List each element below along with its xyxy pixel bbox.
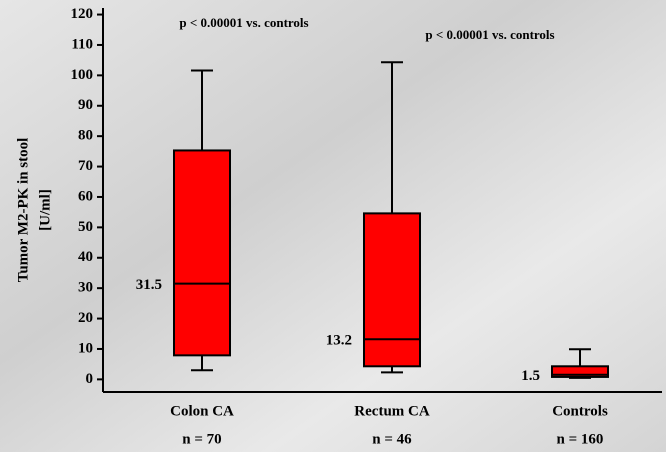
median-label: 31.5 — [136, 277, 162, 293]
x-tick-label: Rectum CA — [354, 403, 430, 419]
n-label: n = 46 — [372, 431, 412, 447]
y-tick-label: 50 — [78, 219, 93, 235]
y-axis-label: [U/ml] — [37, 189, 53, 231]
n-label: n = 70 — [182, 431, 221, 447]
y-tick-label: 60 — [78, 188, 93, 204]
background — [0, 0, 666, 452]
chart: Tumor M2-PK in stool [U/ml] p < 0.00001 … — [0, 0, 666, 452]
x-tick-label: Controls — [552, 403, 608, 419]
y-tick-label: 0 — [86, 371, 94, 387]
y-axis-label: Tumor M2-PK in stool — [15, 138, 31, 283]
box — [174, 150, 230, 355]
y-tick-label: 90 — [78, 97, 93, 113]
y-tick-label: 10 — [78, 340, 93, 356]
median-label: 13.2 — [326, 333, 352, 349]
page: Tumor M2-PK in stool [U/ml] p < 0.00001 … — [0, 0, 666, 452]
y-tick-label: 80 — [78, 128, 93, 144]
y-tick-label: 100 — [71, 67, 94, 83]
y-tick-label: 40 — [78, 249, 93, 265]
annotation: p < 0.00001 vs. controls — [425, 27, 554, 42]
box — [364, 213, 420, 366]
y-tick-label: 30 — [78, 280, 93, 296]
median-label: 1.5 — [521, 368, 540, 384]
y-tick-label: 120 — [71, 6, 94, 22]
y-tick-label: 20 — [78, 310, 93, 326]
annotation: p < 0.00001 vs. controls — [179, 15, 308, 30]
y-tick-label: 70 — [78, 158, 93, 174]
y-tick-label: 110 — [71, 36, 93, 52]
n-label: n = 160 — [557, 431, 604, 447]
x-tick-label: Colon CA — [170, 403, 234, 419]
